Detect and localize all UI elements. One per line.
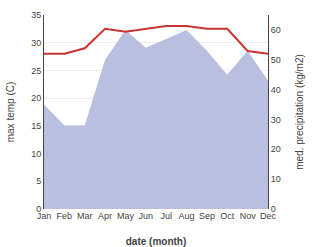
svg-text:50: 50: [271, 55, 281, 65]
svg-text:Nov: Nov: [240, 211, 257, 221]
svg-text:Apr: Apr: [98, 211, 112, 221]
svg-text:30: 30: [271, 115, 281, 125]
svg-text:0: 0: [36, 204, 41, 214]
svg-text:Dec: Dec: [260, 211, 277, 221]
svg-text:max temp (C): max temp (C): [5, 82, 16, 143]
svg-text:20: 20: [31, 93, 41, 103]
svg-text:30: 30: [31, 38, 41, 48]
svg-text:10: 10: [271, 174, 281, 184]
svg-text:Aug: Aug: [179, 211, 195, 221]
svg-text:35: 35: [31, 10, 41, 20]
svg-text:Sep: Sep: [199, 211, 215, 221]
svg-text:0: 0: [271, 204, 276, 214]
svg-text:60: 60: [271, 25, 281, 35]
svg-text:med. precipitation (kg/m2): med. precipitation (kg/m2): [294, 54, 305, 170]
svg-text:May: May: [117, 211, 135, 221]
svg-text:Oct: Oct: [220, 211, 235, 221]
svg-text:40: 40: [271, 85, 281, 95]
svg-text:Jun: Jun: [139, 211, 154, 221]
svg-text:Feb: Feb: [57, 211, 73, 221]
svg-text:5: 5: [36, 176, 41, 186]
svg-text:date (month): date (month): [126, 236, 187, 247]
svg-text:10: 10: [31, 149, 41, 159]
svg-text:Jul: Jul: [160, 211, 172, 221]
svg-text:25: 25: [31, 66, 41, 76]
svg-text:Jan: Jan: [37, 211, 52, 221]
svg-text:Mar: Mar: [77, 211, 93, 221]
svg-text:20: 20: [271, 144, 281, 154]
svg-text:15: 15: [31, 121, 41, 131]
